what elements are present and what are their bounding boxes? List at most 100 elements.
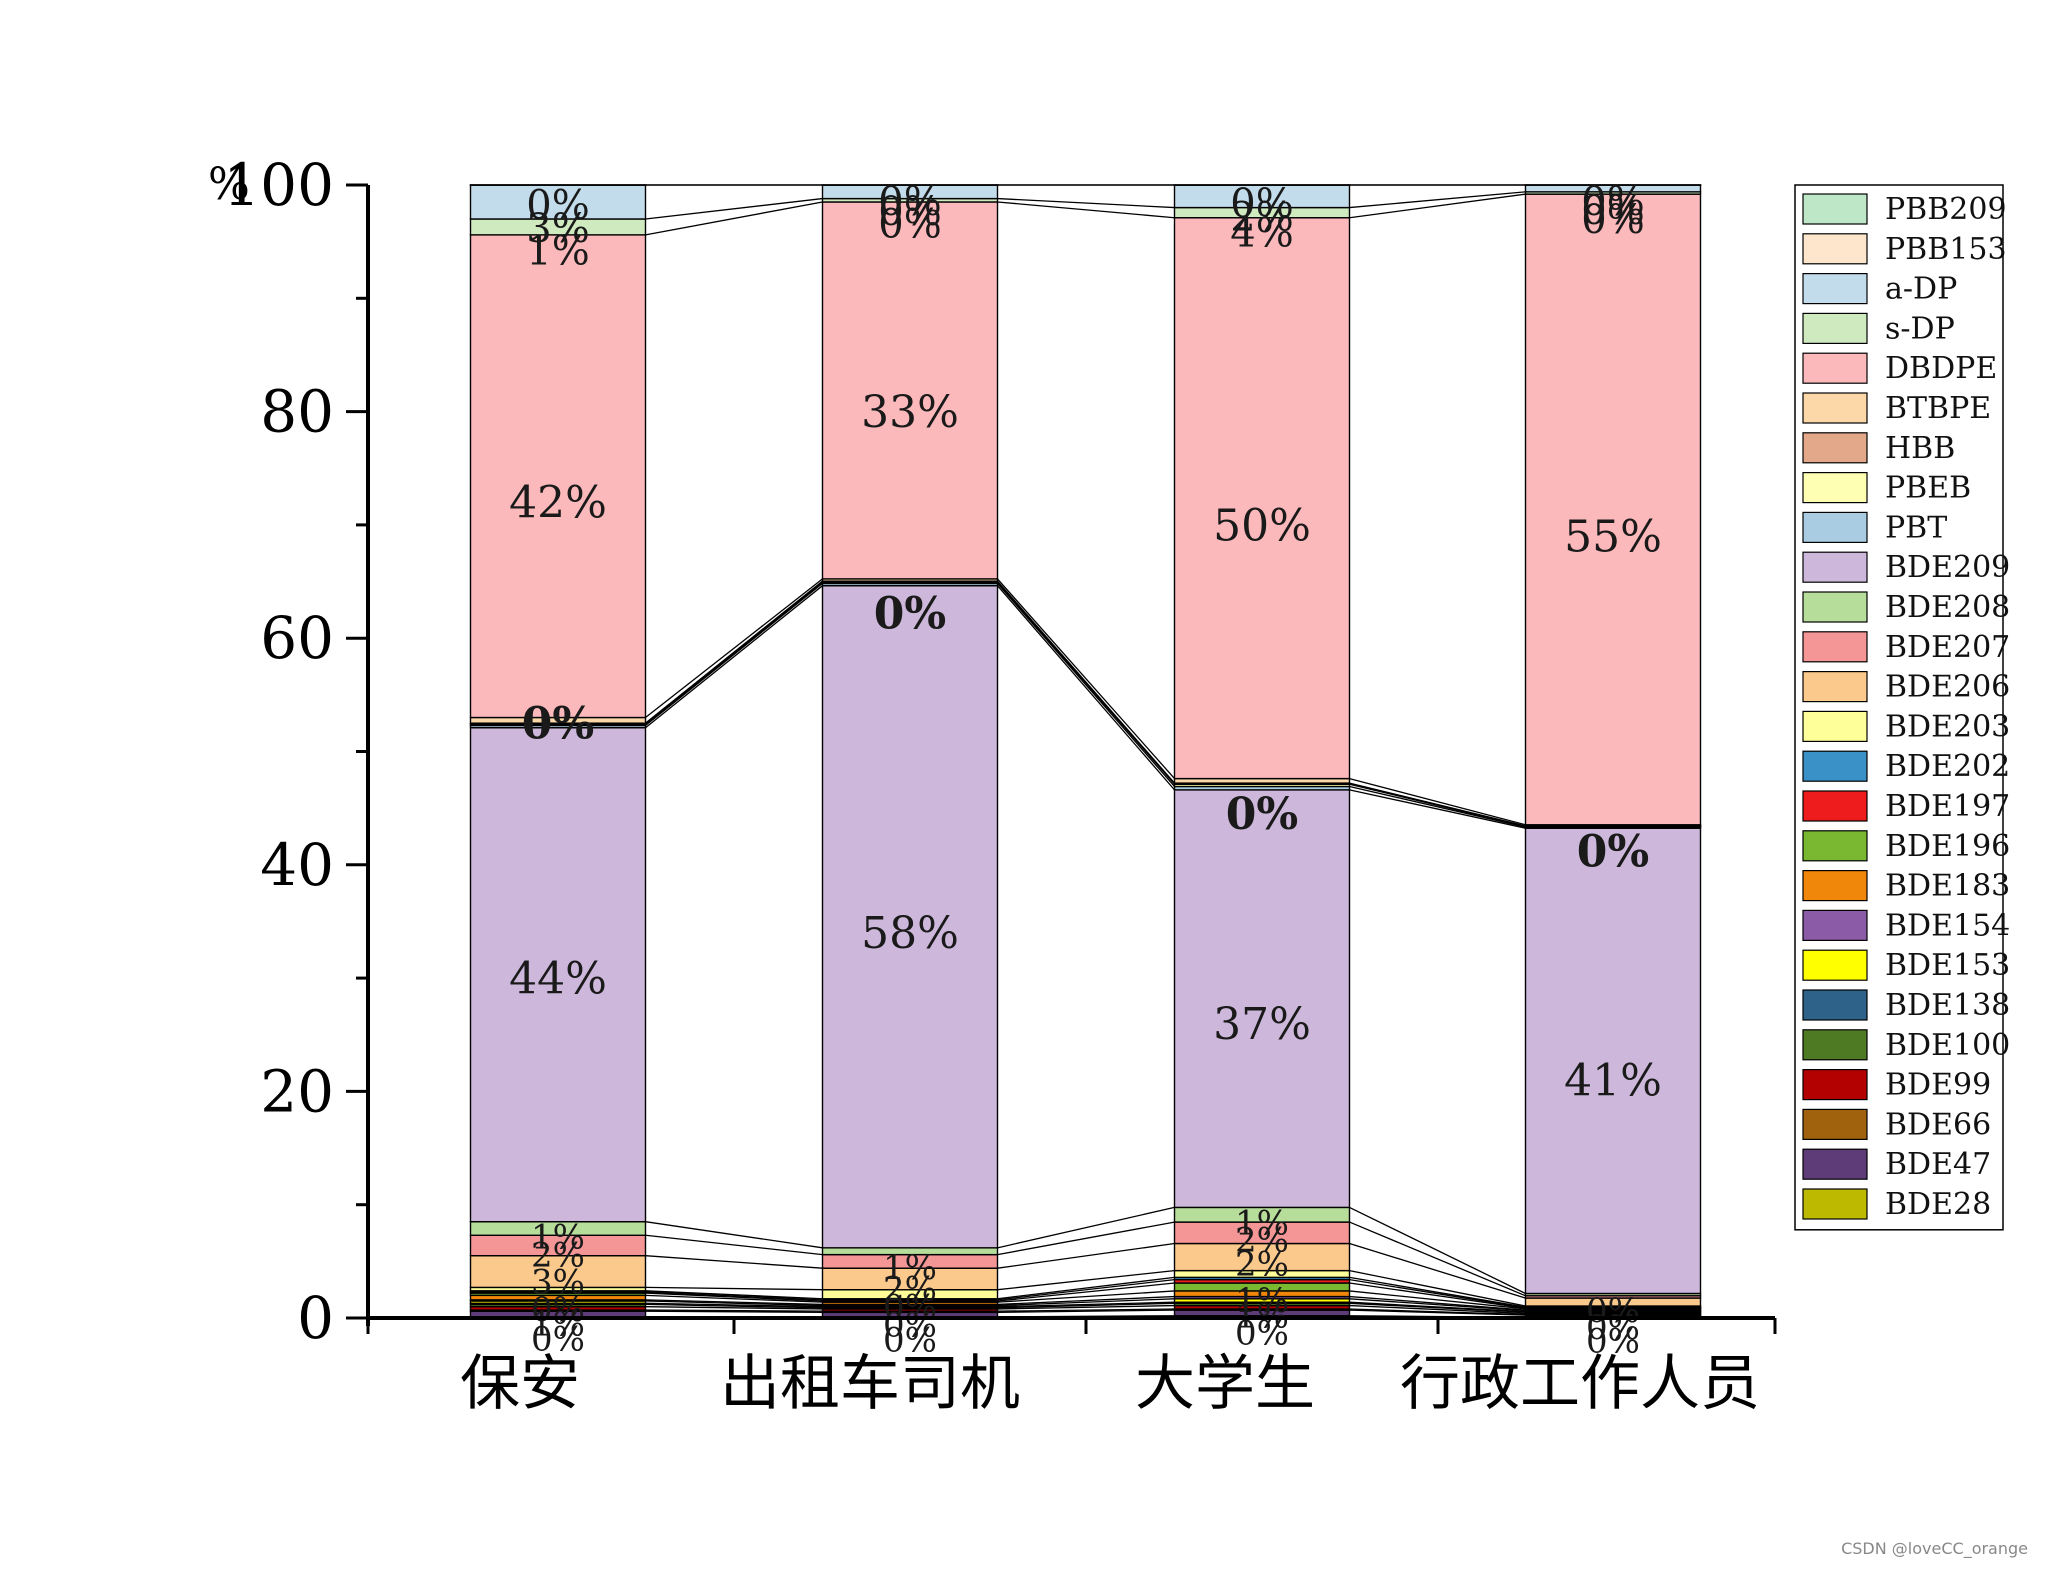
connector-line xyxy=(1349,193,1526,219)
legend-label-pbeb: PBEB xyxy=(1885,471,1971,506)
connector-line xyxy=(645,201,823,236)
axes-group: 0 20 40 60 80 100% 保安 出租车司机 大学生 行政工作人员 xyxy=(208,151,1777,1419)
connector-line xyxy=(645,1286,823,1291)
legend-swatch-dbdpe xyxy=(1802,352,1868,384)
connector-line xyxy=(1349,782,1526,827)
segment-label: 1% xyxy=(526,229,589,275)
connector-line xyxy=(997,1302,1175,1309)
legend-label-pbb153: PBB153 xyxy=(1885,232,2007,267)
connector-line xyxy=(997,201,1175,219)
segment-label: 0% xyxy=(1581,197,1644,243)
segment-label: 42% xyxy=(509,478,607,529)
legend-swatch-bde183 xyxy=(1802,869,1868,902)
legend-label-bde209: BDE209 xyxy=(1885,550,2010,585)
segment-label: 1% xyxy=(1235,1204,1289,1244)
segment-label: 0% xyxy=(878,202,941,248)
segment-label: 2% xyxy=(1230,195,1293,241)
segment-label: 55% xyxy=(1564,512,1662,563)
segment-label: 0% xyxy=(531,1290,585,1330)
legend-swatch-bde196 xyxy=(1802,830,1868,862)
connector-line xyxy=(645,585,823,729)
segment-label: 1% xyxy=(883,1248,937,1288)
legend-swatch-s-dp xyxy=(1802,312,1868,344)
connector-line xyxy=(1349,1298,1526,1312)
connector-line xyxy=(645,1255,823,1269)
segment-label: 0% xyxy=(531,1319,585,1359)
segment-label: 0% xyxy=(1586,1322,1640,1362)
x-category-label: 出租车司机 xyxy=(720,1349,1020,1419)
legend-swatch-bde99 xyxy=(1802,1068,1868,1101)
connector-line xyxy=(1349,1206,1526,1295)
legend-label-a-dp: a-DP xyxy=(1885,272,1957,307)
legend-swatch-pbeb xyxy=(1802,472,1868,504)
connector-line xyxy=(1349,789,1526,829)
connector-line xyxy=(1349,1302,1526,1313)
connector-line xyxy=(1349,1269,1526,1307)
connector-line xyxy=(645,197,823,220)
segment-label: 0% xyxy=(1586,1291,1640,1331)
legend-swatch-pbb209 xyxy=(1802,193,1868,225)
y-tick-label: 0 xyxy=(297,1284,334,1352)
connector-line xyxy=(1349,1276,1526,1308)
legend-label-bde47: BDE47 xyxy=(1885,1147,1991,1182)
legend-swatch-pbb153 xyxy=(1802,233,1868,265)
legend-label-bde206: BDE206 xyxy=(1885,670,2010,705)
legend-label-s-dp: s-DP xyxy=(1885,311,1955,346)
legend-label-dbdpe: DBDPE xyxy=(1885,351,1997,386)
connector-line xyxy=(645,578,823,719)
connector-line xyxy=(645,582,823,726)
legend-swatch-btbpe xyxy=(1802,392,1868,424)
connector-line xyxy=(1349,1278,1526,1309)
segment-label: 3% xyxy=(526,206,589,252)
bar-segment-bde209-0 xyxy=(469,727,647,1223)
connector-line xyxy=(645,581,823,725)
connector-line xyxy=(1349,1282,1526,1309)
segment-label: 0% xyxy=(526,182,589,228)
segment-label: 1% xyxy=(531,1217,585,1257)
connector-line xyxy=(997,1276,1175,1300)
connector-line xyxy=(997,578,1175,780)
connector-line xyxy=(1349,191,1526,209)
legend-swatch-bde197 xyxy=(1802,790,1868,822)
legend: PBB209 PBB153 a-DP s-DP DBDPE BTBPE HBB PBEB PBT… xyxy=(1794,184,2010,1231)
bar-segment-dbdpe-2 xyxy=(1173,217,1351,780)
connector-line xyxy=(1349,785,1526,828)
bar-segment-bde209-3 xyxy=(1524,827,1702,1295)
connector-line xyxy=(997,1206,1175,1249)
segment-label: 0% xyxy=(883,1306,937,1346)
segment-label: 58% xyxy=(861,908,959,959)
x-category-label: 行政工作人员 xyxy=(1400,1349,1760,1419)
connector-line xyxy=(1349,777,1526,826)
y-tick-label: 60 xyxy=(260,604,334,672)
connector-line xyxy=(1349,1290,1526,1310)
segment-label: 2% xyxy=(1235,1245,1289,1285)
connector-line xyxy=(645,1290,823,1300)
connector-line xyxy=(997,580,1175,784)
legend-swatch-pbt xyxy=(1802,511,1868,544)
legend-label-bde100: BDE100 xyxy=(1885,1028,2010,1063)
segment-label: 0% xyxy=(1235,1314,1289,1354)
y-tick-label: 100 xyxy=(223,151,334,219)
connector-line xyxy=(997,582,1175,787)
connector-line xyxy=(997,1298,1175,1307)
segment-label: 1% xyxy=(531,1305,585,1345)
legend-label-pbb209: PBB209 xyxy=(1885,192,2007,227)
legend-swatch-bde207 xyxy=(1802,631,1868,663)
legend-label-pbt: PBT xyxy=(1885,510,1947,545)
legend-label-bde138: BDE138 xyxy=(1885,988,2010,1023)
segment-label: 0% xyxy=(1581,188,1644,234)
connector-line xyxy=(645,1302,823,1308)
segment-label: 37% xyxy=(1213,999,1311,1050)
legend-swatch-bde66 xyxy=(1802,1108,1868,1141)
bar-segment-dbdpe-0 xyxy=(469,234,647,719)
bars-group xyxy=(469,184,1702,1319)
legend-label-bde99: BDE99 xyxy=(1885,1068,1991,1103)
legend-label-bde196: BDE196 xyxy=(1885,829,2010,864)
bar-segment-bde209-1 xyxy=(821,584,999,1249)
connector-line xyxy=(645,1303,823,1309)
segment-label: 0% xyxy=(878,179,941,225)
connector-line xyxy=(997,1304,1175,1310)
segment-label: 0% xyxy=(878,189,941,235)
segment-label: 50% xyxy=(1213,500,1311,551)
legend-label-bde153: BDE153 xyxy=(1885,948,2010,983)
